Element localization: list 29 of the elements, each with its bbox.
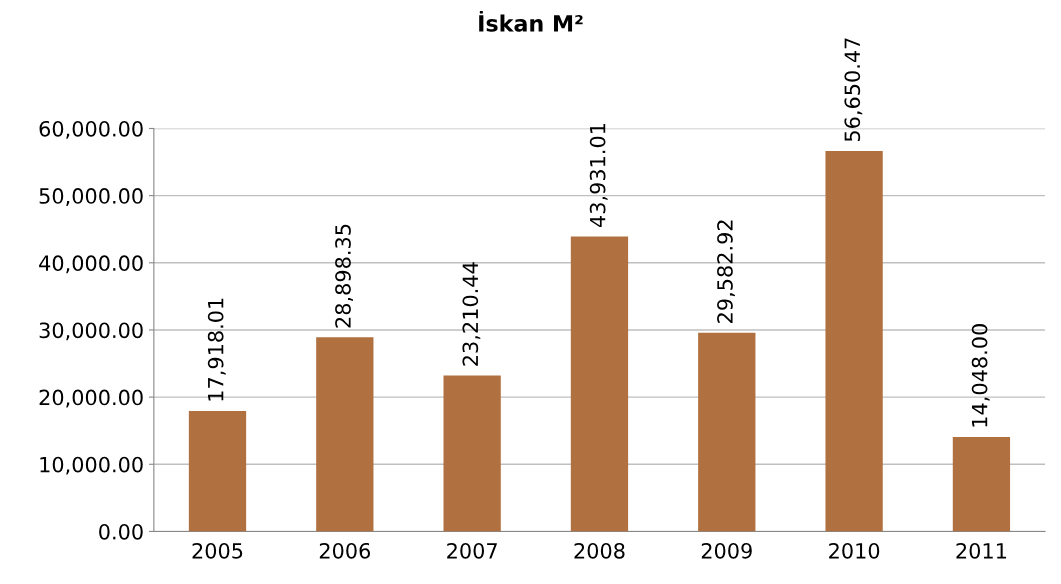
data-label: 14,048.00 (971, 324, 990, 427)
y-tick-label: 0.00 (99, 523, 143, 540)
data-label: 29,582.92 (717, 220, 735, 323)
x-tick-label: 2007 (447, 542, 497, 559)
bar (443, 375, 501, 532)
y-tick-label: 60,000.00 (39, 120, 143, 139)
bar (188, 411, 247, 532)
y-tick-label: 20,000.00 (39, 389, 143, 408)
bar (698, 332, 756, 532)
data-label: 23,210.44 (462, 262, 481, 366)
x-tick-label: 2011 (956, 542, 1007, 559)
data-label: 28,898.35 (335, 224, 353, 328)
y-tick-label: 50,000.00 (39, 188, 143, 206)
bar (570, 236, 629, 532)
x-tick-label: 2009 (701, 542, 752, 559)
y-tick-label: 30,000.00 (39, 322, 143, 341)
y-tick-label: 40,000.00 (39, 255, 143, 274)
bar (825, 150, 883, 532)
data-label: 43,931.01 (589, 123, 608, 228)
x-tick-label: 2006 (319, 542, 371, 559)
bar (316, 337, 374, 532)
data-label: 56,650.47 (844, 38, 863, 142)
x-tick-label: 2010 (829, 542, 880, 559)
chart-title: İskan M² (479, 10, 583, 32)
x-tick-label: 2008 (574, 542, 625, 559)
x-tick-label: 2005 (192, 542, 243, 559)
y-tick-label: 10,000.00 (40, 456, 143, 475)
bar (952, 437, 1011, 532)
data-label: 17,918.01 (207, 298, 226, 401)
